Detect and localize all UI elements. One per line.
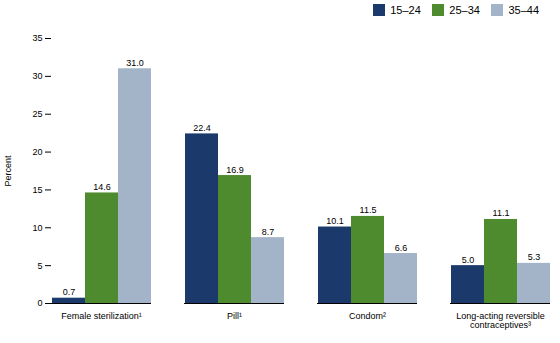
- html-text:25–34: 25–34: [449, 4, 480, 17]
- svg-text:14.6: 14.6: [93, 182, 111, 192]
- svg-text:5: 5: [37, 261, 42, 271]
- svg-text:6.6: 6.6: [395, 243, 408, 253]
- svg-text:35: 35: [32, 33, 42, 43]
- svg-text:20: 20: [32, 147, 42, 157]
- svg-text:22.4: 22.4: [193, 123, 211, 133]
- html-text:35–44: 35–44: [508, 4, 539, 17]
- svg-text:31.0: 31.0: [126, 58, 144, 68]
- svg-text:10.1: 10.1: [326, 216, 344, 226]
- svg-text:8.7: 8.7: [262, 227, 275, 237]
- svg-text:5.0: 5.0: [462, 255, 475, 265]
- svg-text:15: 15: [32, 185, 42, 195]
- svg-text:0.7: 0.7: [63, 287, 76, 297]
- svg-text:5.3: 5.3: [528, 252, 541, 262]
- svg-text:0: 0: [37, 298, 42, 308]
- svg-text:Pill¹: Pill¹: [227, 311, 242, 321]
- svg-text:25: 25: [32, 109, 42, 119]
- svg-text:10: 10: [32, 223, 42, 233]
- svg-text:30: 30: [32, 71, 42, 81]
- svg-text:11.5: 11.5: [360, 205, 377, 215]
- svg-text:16.9: 16.9: [226, 165, 244, 175]
- svg-text:Percent: Percent: [3, 155, 13, 187]
- svg-text:Condom²: Condom²: [349, 311, 386, 321]
- html-text:15–24: 15–24: [390, 4, 421, 17]
- svg-text:Long-acting reversiblecontrace: Long-acting reversiblecontraceptives³: [456, 311, 545, 330]
- svg-text:Female sterilization¹: Female sterilization¹: [61, 311, 142, 321]
- svg-text:11.1: 11.1: [493, 208, 510, 218]
